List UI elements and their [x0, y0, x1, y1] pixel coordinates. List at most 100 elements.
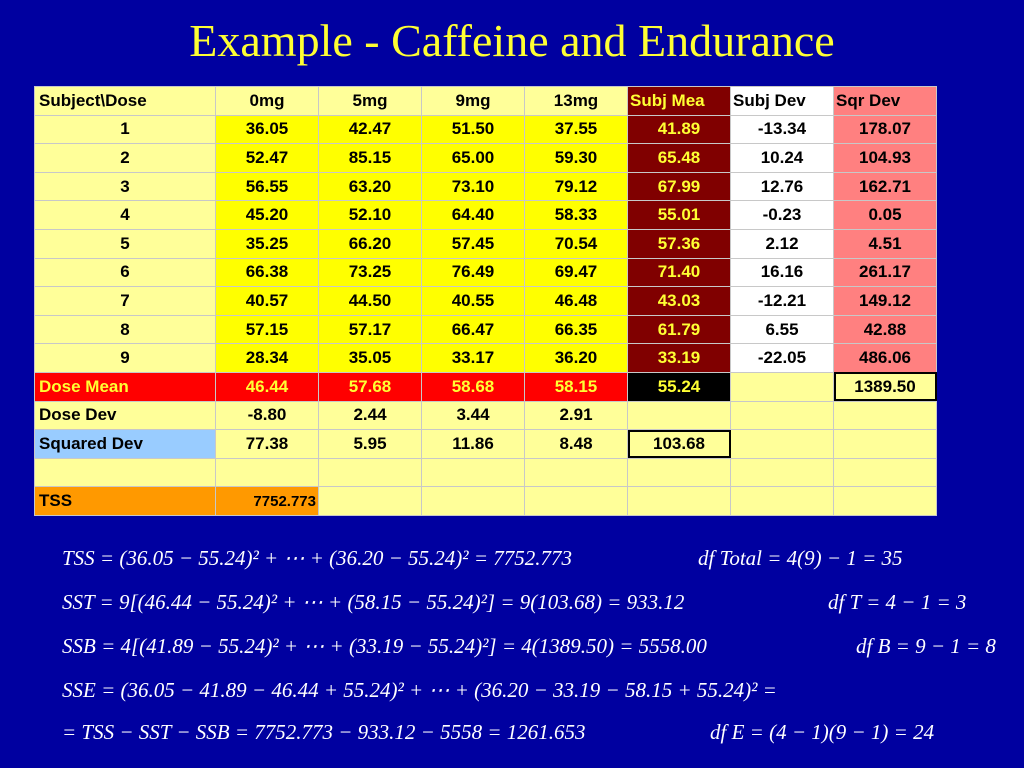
value-cell: 2.12 [730, 228, 834, 259]
empty-cell [524, 457, 628, 488]
header-cell: Subj Mea [627, 86, 731, 116]
df-t: df T = 4 − 1 = 3 [828, 590, 967, 614]
value-cell: 35.25 [215, 228, 319, 259]
value-cell: 36.20 [524, 343, 628, 373]
subject-cell: 1 [34, 114, 216, 145]
value-cell: 57.17 [318, 314, 422, 345]
value-cell: 66.38 [215, 257, 319, 288]
dose-dev-row: Dose Dev -8.80 2.44 3.44 2.91 [34, 400, 937, 431]
value-cell: 79.12 [524, 171, 628, 202]
dose-mean-value: 58.15 [524, 371, 628, 402]
sst-equation: SST = 9[(46.44 − 55.24)² + ⋯ + (58.15 − … [62, 590, 966, 615]
value-cell: 57.15 [215, 314, 319, 345]
header-cell: 9mg [421, 86, 525, 116]
empty-cell [627, 400, 731, 431]
value-cell: 55.01 [627, 200, 731, 230]
value-cell: 66.35 [524, 314, 628, 345]
subject-cell: 7 [34, 286, 216, 316]
df-e: df E = (4 − 1)(9 − 1) = 24 [710, 720, 935, 744]
value-cell: 35.05 [318, 343, 422, 373]
table-row: 4 45.20 52.10 64.40 58.33 55.01 -0.23 0.05 [34, 200, 937, 230]
value-cell: 37.55 [524, 114, 628, 145]
squared-dev-value: 5.95 [318, 429, 422, 459]
sse-result: = TSS − SST − SSB = 7752.773 − 933.12 − … [62, 720, 586, 744]
subject-cell: 6 [34, 257, 216, 288]
dose-mean-value: 58.68 [421, 371, 525, 402]
header-cell: 5mg [318, 86, 422, 116]
value-cell: 56.55 [215, 171, 319, 202]
value-cell: 76.49 [421, 257, 525, 288]
table-row: 3 56.55 63.20 73.10 79.12 67.99 12.76 162.71 [34, 171, 937, 202]
empty-row [34, 457, 937, 488]
empty-cell [730, 457, 834, 488]
empty-cell [34, 457, 216, 488]
value-cell: 44.50 [318, 286, 422, 316]
squared-dev-value: 8.48 [524, 429, 628, 459]
tss-label: TSS [34, 486, 216, 516]
value-cell: 67.99 [627, 171, 731, 202]
df-total: df Total = 4(9) − 1 = 35 [698, 546, 903, 570]
header-cell: 0mg [215, 86, 319, 116]
subject-cell: 9 [34, 343, 216, 373]
value-cell: 42.47 [318, 114, 422, 145]
slide-title: Example - Caffeine and Endurance [189, 15, 835, 66]
value-cell: 40.57 [215, 286, 319, 316]
empty-cell [421, 457, 525, 488]
value-cell: 85.15 [318, 143, 422, 173]
sum-squared-dev-cell: 103.68 [627, 429, 731, 459]
value-cell: 52.10 [318, 200, 422, 230]
empty-cell [318, 457, 422, 488]
value-cell: 16.16 [730, 257, 834, 288]
table-row: 8 57.15 57.17 66.47 66.35 61.79 6.55 42.88 [34, 314, 937, 345]
value-cell: 52.47 [215, 143, 319, 173]
caffeine-data-table: Subject\Dose 0mg 5mg 9mg 13mg Subj Mea Subj De… [34, 86, 937, 516]
sst-formula: SST = 9[(46.44 − 55.24)² + ⋯ + (58.15 − … [62, 590, 685, 614]
value-cell: 57.45 [421, 228, 525, 259]
dose-mean-value: 46.44 [215, 371, 319, 402]
subject-cell: 3 [34, 171, 216, 202]
value-cell: 178.07 [833, 114, 937, 145]
squared-dev-row: Squared Dev 77.38 5.95 11.86 8.48 103.68 [34, 429, 937, 459]
value-cell: 66.20 [318, 228, 422, 259]
table-row: 1 36.05 42.47 51.50 37.55 41.89 -13.34 178.07 [34, 114, 937, 145]
empty-cell [421, 486, 525, 516]
dose-dev-value: 2.91 [524, 400, 628, 431]
tss-equation: TSS = (36.05 − 55.24)² + ⋯ + (36.20 − 55… [62, 546, 903, 571]
empty-cell [730, 371, 834, 402]
sse-equation-line1: SSE = (36.05 − 41.89 − 46.44 + 55.24)² +… [62, 678, 777, 703]
dose-dev-value: 2.44 [318, 400, 422, 431]
value-cell: 59.30 [524, 143, 628, 173]
subject-cell: 5 [34, 228, 216, 259]
value-cell: 64.40 [421, 200, 525, 230]
header-cell: Subject\Dose [34, 86, 216, 116]
value-cell: 63.20 [318, 171, 422, 202]
value-cell: 45.20 [215, 200, 319, 230]
subject-cell: 8 [34, 314, 216, 345]
value-cell: 51.50 [421, 114, 525, 145]
subject-cell: 4 [34, 200, 216, 230]
tss-formula: TSS = (36.05 − 55.24)² + ⋯ + (36.20 − 55… [62, 546, 573, 570]
empty-cell [318, 486, 422, 516]
sse-formula: SSE = (36.05 − 41.89 − 46.44 + 55.24)² +… [62, 678, 777, 702]
squared-dev-value: 77.38 [215, 429, 319, 459]
sum-sqr-dev-cell: 1389.50 [833, 371, 937, 402]
value-cell: 12.76 [730, 171, 834, 202]
sse-equation-line2: = TSS − SST − SSB = 7752.773 − 933.12 − … [62, 720, 934, 745]
value-cell: 261.17 [833, 257, 937, 288]
value-cell: 66.47 [421, 314, 525, 345]
value-cell: 58.33 [524, 200, 628, 230]
value-cell: 6.55 [730, 314, 834, 345]
value-cell: 0.05 [833, 200, 937, 230]
empty-cell [730, 400, 834, 431]
table-row: 5 35.25 66.20 57.45 70.54 57.36 2.12 4.51 [34, 228, 937, 259]
empty-cell [627, 457, 731, 488]
empty-cell [833, 486, 937, 516]
value-cell: -22.05 [730, 343, 834, 373]
value-cell: 486.06 [833, 343, 937, 373]
dose-mean-value: 57.68 [318, 371, 422, 402]
value-cell: 33.19 [627, 343, 731, 373]
value-cell: 73.25 [318, 257, 422, 288]
empty-cell [215, 457, 319, 488]
value-cell: 149.12 [833, 286, 937, 316]
